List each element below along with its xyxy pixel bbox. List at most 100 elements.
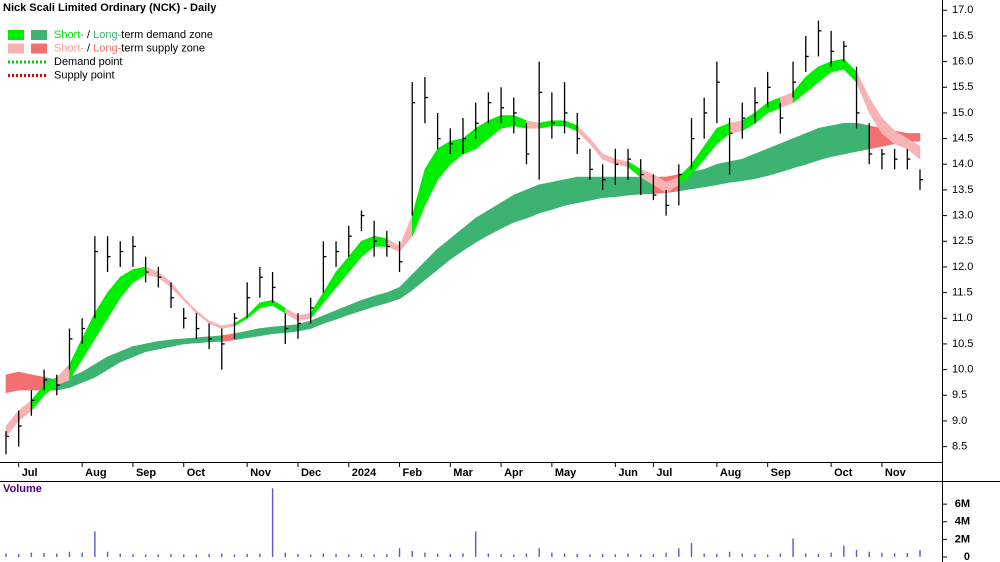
legend-text: Long-	[93, 29, 121, 41]
x-tick-label: 2024	[352, 467, 377, 479]
y-tick-label: 11.5	[952, 287, 973, 299]
volume-bar	[652, 553, 655, 557]
long-term-zone	[818, 125, 832, 161]
volume-bar	[322, 553, 325, 557]
y-tick-label: 15.5	[952, 81, 973, 93]
long-term-zone	[754, 148, 768, 180]
volume-bar	[119, 553, 121, 557]
long-term-zone	[589, 176, 603, 201]
x-tick-label: Jun	[618, 467, 638, 479]
volume-bar	[297, 553, 299, 557]
legend-text: Short-	[54, 42, 84, 54]
legend-text: /	[84, 42, 93, 54]
volume-bar	[805, 553, 807, 557]
volume-bar	[906, 553, 909, 557]
legend-entry: Short- / Long-term demand zone	[54, 29, 213, 41]
x-tick-label: Sep	[136, 467, 156, 479]
long-term-zone	[538, 181, 553, 214]
y-tick-label: 9.0	[952, 415, 967, 427]
volume-bar	[5, 553, 7, 557]
volume-bar	[436, 553, 439, 557]
y-tick-label: 14.5	[952, 133, 973, 145]
chart-title: Nick Scali Limited Ordinary (NCK) - Dail…	[3, 2, 217, 14]
legend-entry: Short- / Long-term supply zone	[54, 42, 205, 54]
long-term-zone	[780, 138, 794, 173]
x-tick-label: May	[555, 467, 577, 479]
volume-bar	[779, 553, 782, 557]
volume-bar	[271, 488, 274, 557]
volume-bar	[373, 554, 375, 557]
long-term-zone	[18, 371, 32, 391]
volume-bar	[195, 554, 198, 557]
x-tick-label: Nov	[885, 467, 907, 479]
volume-bar	[678, 548, 680, 557]
volume-bar	[449, 553, 452, 557]
volume-title: Volume	[3, 483, 42, 495]
y-tick-label: 15.0	[952, 107, 973, 119]
legend-text: term demand zone	[121, 29, 213, 41]
volume-bar	[881, 552, 883, 557]
long-term-zone	[551, 179, 565, 210]
legend-text: Demand point	[54, 56, 123, 68]
long-term-zone	[183, 337, 197, 345]
short-term-zone	[729, 120, 743, 134]
volume-bar	[462, 553, 464, 557]
y-tick-label: 16.0	[952, 56, 973, 68]
volume-bar	[106, 551, 109, 557]
volume-bar	[563, 553, 566, 557]
x-tick-label: Jul	[22, 467, 38, 479]
volume-bar	[170, 553, 172, 557]
volume-bar	[487, 553, 490, 557]
volume-bar	[601, 553, 604, 557]
volume-bar	[513, 554, 515, 557]
volume-bar	[94, 531, 96, 557]
y-tick-label: 12.0	[952, 261, 973, 273]
long-term-zone	[576, 176, 591, 204]
long-term-zone	[767, 143, 781, 176]
volume-bar	[589, 554, 591, 557]
long-term-zone	[792, 133, 807, 169]
volume-bar	[766, 554, 769, 557]
volume-bar	[335, 553, 337, 557]
y-tick-label: 14.0	[952, 158, 973, 170]
long-term-zone	[564, 176, 578, 206]
volume-bar	[183, 554, 185, 557]
volume-bar	[868, 551, 870, 557]
x-tick-label: Sep	[771, 467, 791, 479]
long-term-zone	[5, 371, 19, 394]
long-term-zone	[196, 336, 210, 344]
y-tick-label: 13.5	[952, 184, 973, 196]
volume-bar	[221, 553, 223, 557]
volume-bar	[81, 552, 83, 557]
long-term-zone	[830, 122, 845, 157]
volume-bar	[30, 552, 33, 557]
legend-entry: Supply point	[54, 69, 115, 81]
volume-bar	[284, 552, 286, 557]
legend-swatch	[8, 43, 24, 54]
x-tick-label: Oct	[187, 467, 206, 479]
volume-bar	[233, 554, 236, 557]
y-tick-label: 12.5	[952, 235, 973, 247]
x-tick-label: Apr	[504, 467, 524, 479]
volume-bar	[741, 553, 743, 557]
long-term-zone	[729, 158, 743, 183]
volume-bar	[132, 553, 134, 557]
y-tick-label: 8.5	[952, 441, 967, 453]
volume-bar	[246, 553, 248, 557]
volume-bar	[411, 550, 413, 557]
volume-bar	[576, 553, 578, 557]
volume-bar	[716, 553, 718, 557]
legend-text: Long-	[93, 42, 121, 54]
x-tick-label: Feb	[403, 467, 423, 479]
x-tick-label: Jul	[656, 467, 672, 479]
volume-bar	[474, 531, 477, 557]
x-tick-label: Aug	[85, 467, 106, 479]
volume-bar	[43, 553, 45, 557]
volume-bar	[157, 554, 160, 557]
volume-bar	[208, 553, 210, 557]
long-term-zone	[513, 189, 527, 223]
volume-bar	[68, 551, 71, 557]
volume-bar	[830, 552, 832, 557]
volume-bar	[144, 554, 147, 557]
